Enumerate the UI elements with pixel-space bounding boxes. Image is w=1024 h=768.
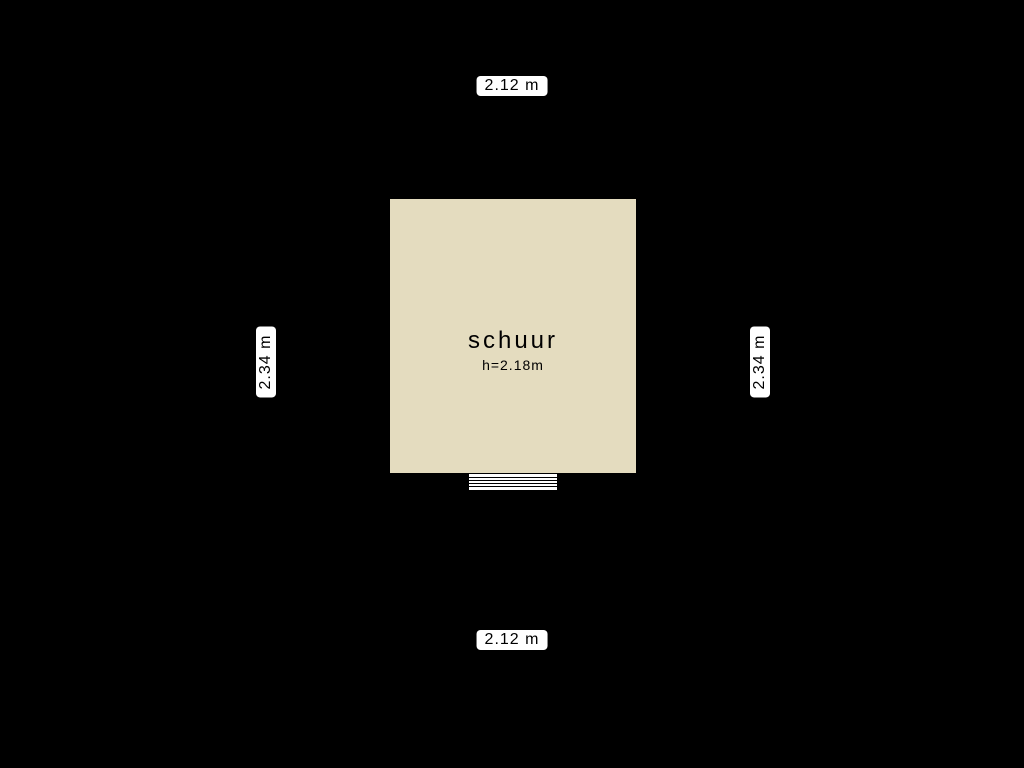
room-subtitle: h=2.18m [390,357,636,373]
dimension-left: 2.34 m [256,327,276,398]
dimension-bottom: 2.12 m [477,630,548,650]
door-threshold [469,474,557,490]
dimension-top: 2.12 m [477,76,548,96]
room-name: schuur [390,327,636,355]
room-schuur: schuur h=2.18m [389,198,637,474]
dimension-right: 2.34 m [750,327,770,398]
floorplan-canvas: schuur h=2.18m 2.12 m 2.12 m 2.34 m 2.34… [0,0,1024,768]
room-label: schuur h=2.18m [390,327,636,373]
